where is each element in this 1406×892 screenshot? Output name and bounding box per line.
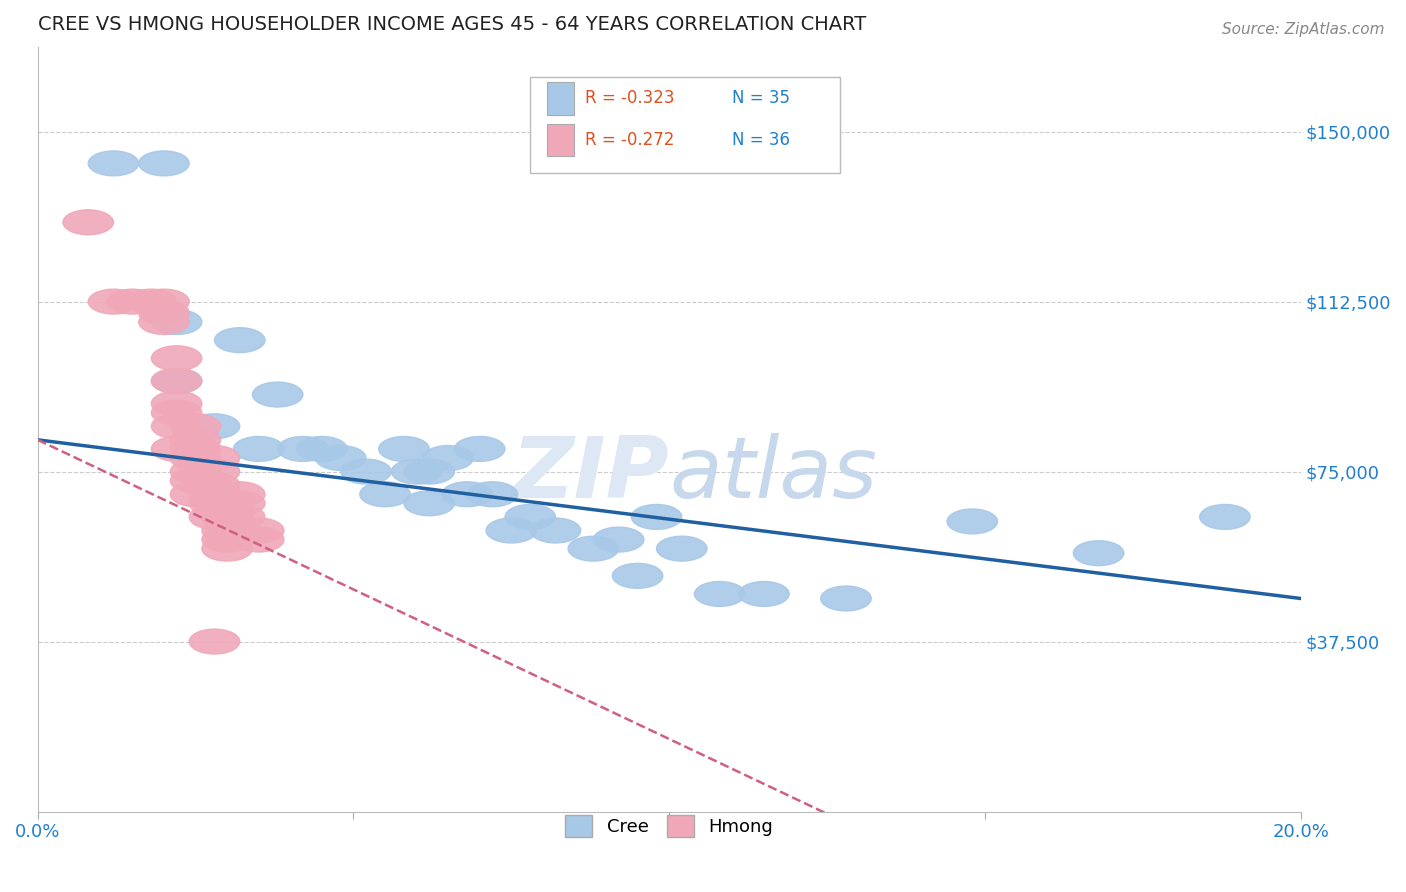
Ellipse shape <box>89 151 139 176</box>
Ellipse shape <box>152 310 202 334</box>
Ellipse shape <box>170 468 221 493</box>
Ellipse shape <box>190 414 240 439</box>
FancyBboxPatch shape <box>547 82 575 114</box>
Ellipse shape <box>404 459 454 484</box>
Ellipse shape <box>530 518 581 543</box>
Ellipse shape <box>467 482 517 507</box>
Ellipse shape <box>139 310 190 334</box>
Ellipse shape <box>190 445 240 470</box>
Ellipse shape <box>215 327 264 352</box>
Ellipse shape <box>657 536 707 561</box>
Ellipse shape <box>423 445 474 470</box>
Ellipse shape <box>170 459 221 484</box>
Ellipse shape <box>568 536 619 561</box>
Ellipse shape <box>315 445 366 470</box>
FancyBboxPatch shape <box>530 78 839 173</box>
FancyBboxPatch shape <box>547 124 575 156</box>
Ellipse shape <box>233 518 284 543</box>
Ellipse shape <box>190 629 240 654</box>
Ellipse shape <box>233 527 284 552</box>
Ellipse shape <box>152 368 202 393</box>
Ellipse shape <box>391 459 441 484</box>
Ellipse shape <box>360 482 411 507</box>
Ellipse shape <box>277 436 328 461</box>
Ellipse shape <box>139 151 190 176</box>
Ellipse shape <box>202 536 253 561</box>
Text: ZIP: ZIP <box>512 434 669 516</box>
Ellipse shape <box>486 518 537 543</box>
Ellipse shape <box>190 459 240 484</box>
Ellipse shape <box>190 473 240 498</box>
Ellipse shape <box>139 301 190 326</box>
Ellipse shape <box>215 482 264 507</box>
Ellipse shape <box>190 491 240 516</box>
Ellipse shape <box>170 427 221 452</box>
Ellipse shape <box>139 289 190 314</box>
Ellipse shape <box>948 509 997 534</box>
Text: R = -0.323: R = -0.323 <box>585 89 673 107</box>
Ellipse shape <box>170 414 221 439</box>
Ellipse shape <box>152 414 202 439</box>
Ellipse shape <box>340 459 391 484</box>
Ellipse shape <box>613 564 662 589</box>
Ellipse shape <box>404 491 454 516</box>
Ellipse shape <box>170 436 221 461</box>
Ellipse shape <box>738 582 789 607</box>
Ellipse shape <box>505 505 555 529</box>
Ellipse shape <box>215 491 264 516</box>
Ellipse shape <box>89 289 139 314</box>
Ellipse shape <box>127 289 177 314</box>
Ellipse shape <box>821 586 872 611</box>
Text: N = 35: N = 35 <box>733 89 790 107</box>
Ellipse shape <box>378 436 429 461</box>
Ellipse shape <box>593 527 644 552</box>
Ellipse shape <box>152 346 202 371</box>
Ellipse shape <box>152 436 202 461</box>
Ellipse shape <box>253 382 302 407</box>
Text: Source: ZipAtlas.com: Source: ZipAtlas.com <box>1222 22 1385 37</box>
Ellipse shape <box>170 482 221 507</box>
Ellipse shape <box>441 482 492 507</box>
Ellipse shape <box>152 391 202 416</box>
Ellipse shape <box>297 436 347 461</box>
Ellipse shape <box>233 436 284 461</box>
Ellipse shape <box>454 436 505 461</box>
Ellipse shape <box>170 445 221 470</box>
Ellipse shape <box>152 401 202 425</box>
Ellipse shape <box>202 505 253 529</box>
Legend: Cree, Hmong: Cree, Hmong <box>558 808 780 845</box>
Text: atlas: atlas <box>669 434 877 516</box>
Text: R = -0.272: R = -0.272 <box>585 131 673 149</box>
Ellipse shape <box>190 505 240 529</box>
Ellipse shape <box>190 482 240 507</box>
Ellipse shape <box>1199 505 1250 529</box>
Text: CREE VS HMONG HOUSEHOLDER INCOME AGES 45 - 64 YEARS CORRELATION CHART: CREE VS HMONG HOUSEHOLDER INCOME AGES 45… <box>38 15 866 34</box>
Ellipse shape <box>107 289 157 314</box>
Ellipse shape <box>63 210 114 235</box>
Ellipse shape <box>631 505 682 529</box>
Ellipse shape <box>202 518 253 543</box>
Text: N = 36: N = 36 <box>733 131 790 149</box>
Ellipse shape <box>1073 541 1123 566</box>
Ellipse shape <box>695 582 745 607</box>
Ellipse shape <box>202 527 253 552</box>
Ellipse shape <box>152 368 202 393</box>
Ellipse shape <box>215 505 264 529</box>
